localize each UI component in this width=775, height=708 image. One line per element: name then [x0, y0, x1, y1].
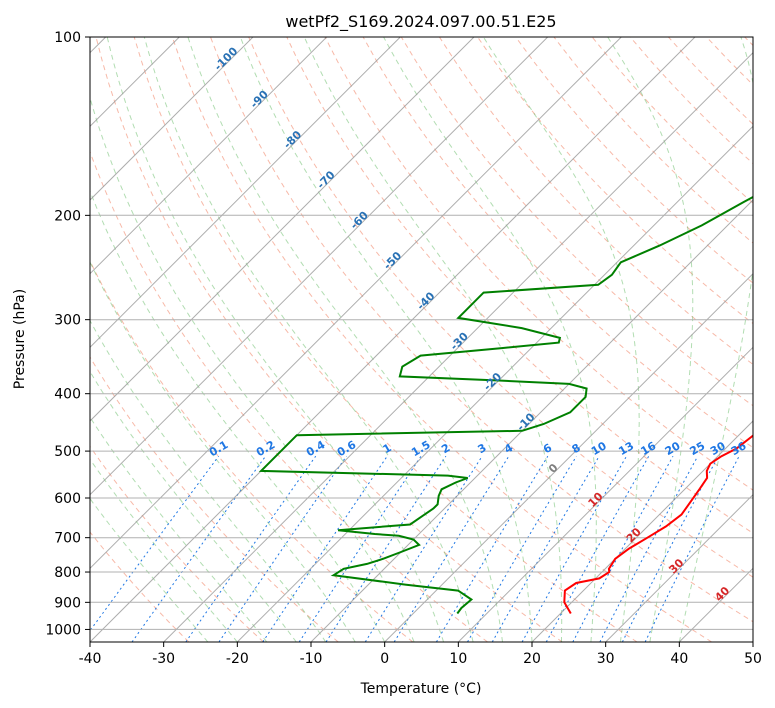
moist-adiabat-line: [90, 497, 209, 642]
x-tick-label: 50: [744, 651, 762, 667]
x-axis-ticks: -40 -30 -20 -10 0 10 20 30 40 50: [79, 642, 762, 667]
y-tick-label: 500: [54, 444, 81, 460]
moist-adiabat-line: [90, 416, 268, 642]
dry-adiabat-line: [95, 37, 563, 642]
dry-adiabat-line: [248, 37, 753, 578]
dry-adiabat-line: [171, 37, 712, 642]
x-tick-label: 10: [449, 651, 467, 667]
dry-adiabat-line: [400, 37, 753, 407]
mixing-ratio-line: [364, 455, 483, 642]
mixing-ratio-line: [572, 455, 674, 642]
moist-adiabat-line: [106, 37, 445, 642]
moist-adiabat-line: [143, 37, 474, 642]
isotherm-line: [236, 125, 753, 642]
y-tick-label: 800: [54, 565, 81, 581]
y-tick-label: 300: [54, 313, 81, 329]
profile-lines: [258, 195, 753, 615]
moist-adiabat-line: [187, 37, 503, 642]
moist-adiabat-line: [607, 37, 694, 642]
y-tick-label: 900: [54, 595, 81, 611]
x-axis-title: Temperature (°C): [360, 681, 482, 697]
isotherm-line: [90, 37, 254, 201]
y-tick-label: 700: [54, 531, 81, 547]
isotherm-line: [90, 37, 401, 349]
dry-adiabat-line: [90, 150, 488, 642]
temperature-profile-line: [563, 383, 753, 615]
dewpoint-profile-line: [258, 195, 753, 615]
x-tick-label: -20: [226, 651, 249, 667]
isotherm-line: [531, 420, 753, 642]
moist-adiabat-line: [239, 37, 533, 642]
mixing-ratio-line: [521, 455, 627, 642]
dry-adiabat-line: [90, 531, 190, 642]
moist-adiabat-line: [90, 370, 297, 642]
y-tick-label: 100: [54, 30, 81, 46]
moist-adiabat-line: [90, 458, 238, 642]
isotherm-line: [310, 199, 753, 642]
isotherm-line: [90, 37, 475, 422]
x-tick-label: 30: [597, 651, 615, 667]
isotherm-line: [90, 37, 696, 642]
grid-lines: [90, 37, 753, 642]
dry-adiabat-line: [515, 37, 753, 284]
dry-adiabat-line: [438, 37, 753, 366]
dry-adiabat-line: [133, 37, 638, 642]
isotherm-line: [163, 51, 753, 642]
dry-adiabat-line: [210, 37, 753, 623]
chart-title: wetPf2_S169.2024.097.00.51.E25: [285, 12, 556, 32]
y-axis-ticks: 1000 900 800 700 600 500 400 300 200 100: [45, 30, 90, 638]
x-tick-label: 0: [380, 651, 389, 667]
plot-frame: [89, 36, 754, 643]
y-tick-label: 1000: [45, 622, 81, 638]
y-tick-label: 400: [54, 387, 81, 403]
mixing-ratio-line: [435, 455, 549, 642]
x-tick-label: -10: [300, 651, 323, 667]
moist-adiabat-line: [90, 189, 386, 642]
moist-adiabat-line: [303, 37, 563, 642]
x-tick-label: -30: [152, 651, 175, 667]
isotherm-line: [90, 37, 328, 275]
isotherm-line: [90, 37, 622, 570]
isotherm-line: [384, 272, 753, 642]
moist-adiabat-line: [482, 37, 640, 642]
isotherm-line: [90, 37, 549, 496]
x-tick-label: 40: [670, 651, 688, 667]
isotherm-line: [605, 493, 753, 642]
y-axis-title: Pressure (hPa): [12, 289, 28, 389]
y-tick-label: 600: [54, 491, 81, 507]
moist-adiabat-line: [90, 260, 356, 642]
mixing-ratio-line: [599, 455, 699, 642]
dry-adiabat-line: [90, 445, 264, 642]
mixing-ratio-line: [545, 455, 650, 642]
x-tick-label: -40: [79, 651, 102, 667]
x-tick-label: 20: [523, 651, 541, 667]
moist-adiabat-line: [383, 37, 597, 642]
isotherm-line: [457, 346, 753, 642]
y-tick-label: 200: [54, 208, 81, 224]
